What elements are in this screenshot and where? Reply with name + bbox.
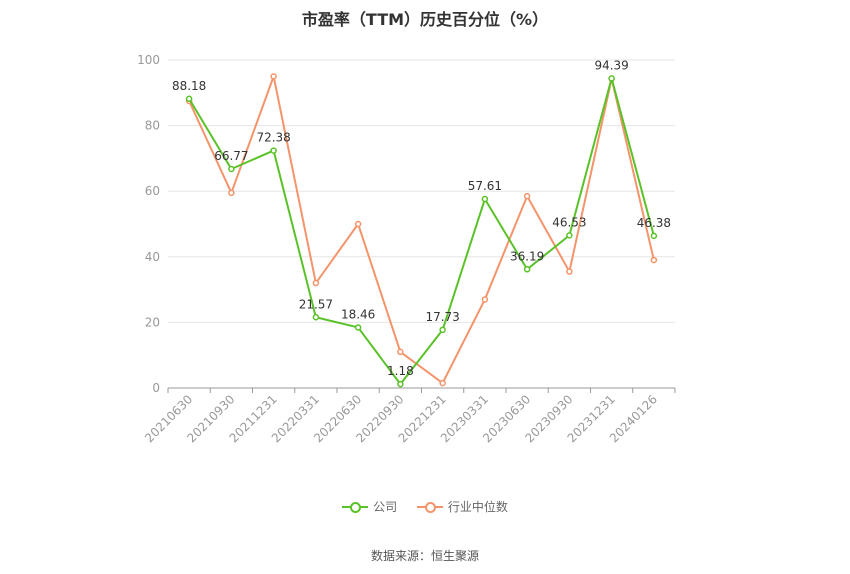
y-tick-label: 60	[145, 184, 160, 198]
data-point-company	[439, 326, 446, 334]
data-labels: 88.18 66.77 72.38 21.57 18.46 1.18 17.73 57.61 3…	[172, 58, 671, 378]
y-tick-label: 40	[145, 250, 160, 264]
y-tick-label: 0	[152, 381, 160, 395]
data-label: 66.77	[214, 149, 248, 163]
data-point-industry	[397, 348, 404, 356]
data-label: 72.38	[256, 131, 290, 145]
series-line-industry	[188, 75, 655, 385]
grid-lines	[168, 59, 675, 323]
legend-item-industry[interactable]: 行业中位数	[416, 498, 508, 515]
legend-label-company: 公司	[373, 500, 398, 514]
data-label: 88.18	[172, 79, 206, 93]
data-point-industry	[566, 268, 573, 275]
data-point-company	[354, 324, 362, 331]
legend: 公司 行业中位数	[0, 498, 850, 516]
data-label: 17.73	[425, 310, 459, 324]
data-point-company	[185, 95, 193, 103]
data-point-industry	[650, 256, 658, 264]
y-tick-label: 20	[145, 315, 160, 329]
y-tick-label: 100	[137, 53, 160, 67]
series-line-company	[188, 77, 655, 386]
data-point-industry	[270, 73, 277, 80]
data-label: 57.61	[468, 179, 502, 193]
legend-swatch-industry	[416, 501, 443, 513]
data-label: 36.19	[510, 249, 544, 263]
data-point-industry	[481, 296, 489, 303]
data-point-industry	[439, 379, 446, 387]
data-point-company	[312, 314, 320, 321]
data-point-company	[650, 232, 658, 240]
data-point-company	[481, 195, 489, 203]
data-point-company	[523, 266, 531, 273]
data-point-company	[270, 147, 277, 154]
y-tick-label: 80	[145, 119, 160, 133]
data-label: 46.53	[552, 215, 586, 229]
legend-swatch-company	[342, 501, 369, 513]
data-point-industry	[354, 220, 362, 228]
data-source: 数据来源：恒生聚源	[370, 549, 479, 563]
data-point-industry	[312, 279, 320, 287]
data-label: 1.18	[387, 364, 414, 378]
data-point-industry	[523, 192, 531, 200]
data-point-company	[566, 232, 573, 239]
data-label: 18.46	[341, 307, 375, 321]
data-point-company	[228, 165, 235, 173]
axes: 0204060801002021063020210930202112312022…	[137, 53, 676, 445]
legend-item-company[interactable]: 公司	[342, 498, 397, 515]
data-point-company	[397, 380, 404, 388]
data-point-industry	[228, 189, 235, 197]
data-label: 46.38	[637, 216, 671, 230]
legend-label-industry: 行业中位数	[447, 500, 508, 514]
chart-title: 市盈率（TTM）历史百分位（%）	[301, 10, 549, 29]
data-label: 94.39	[594, 58, 628, 72]
series-lines	[185, 73, 658, 388]
data-label: 21.57	[299, 297, 333, 311]
data-point-company	[608, 75, 615, 82]
